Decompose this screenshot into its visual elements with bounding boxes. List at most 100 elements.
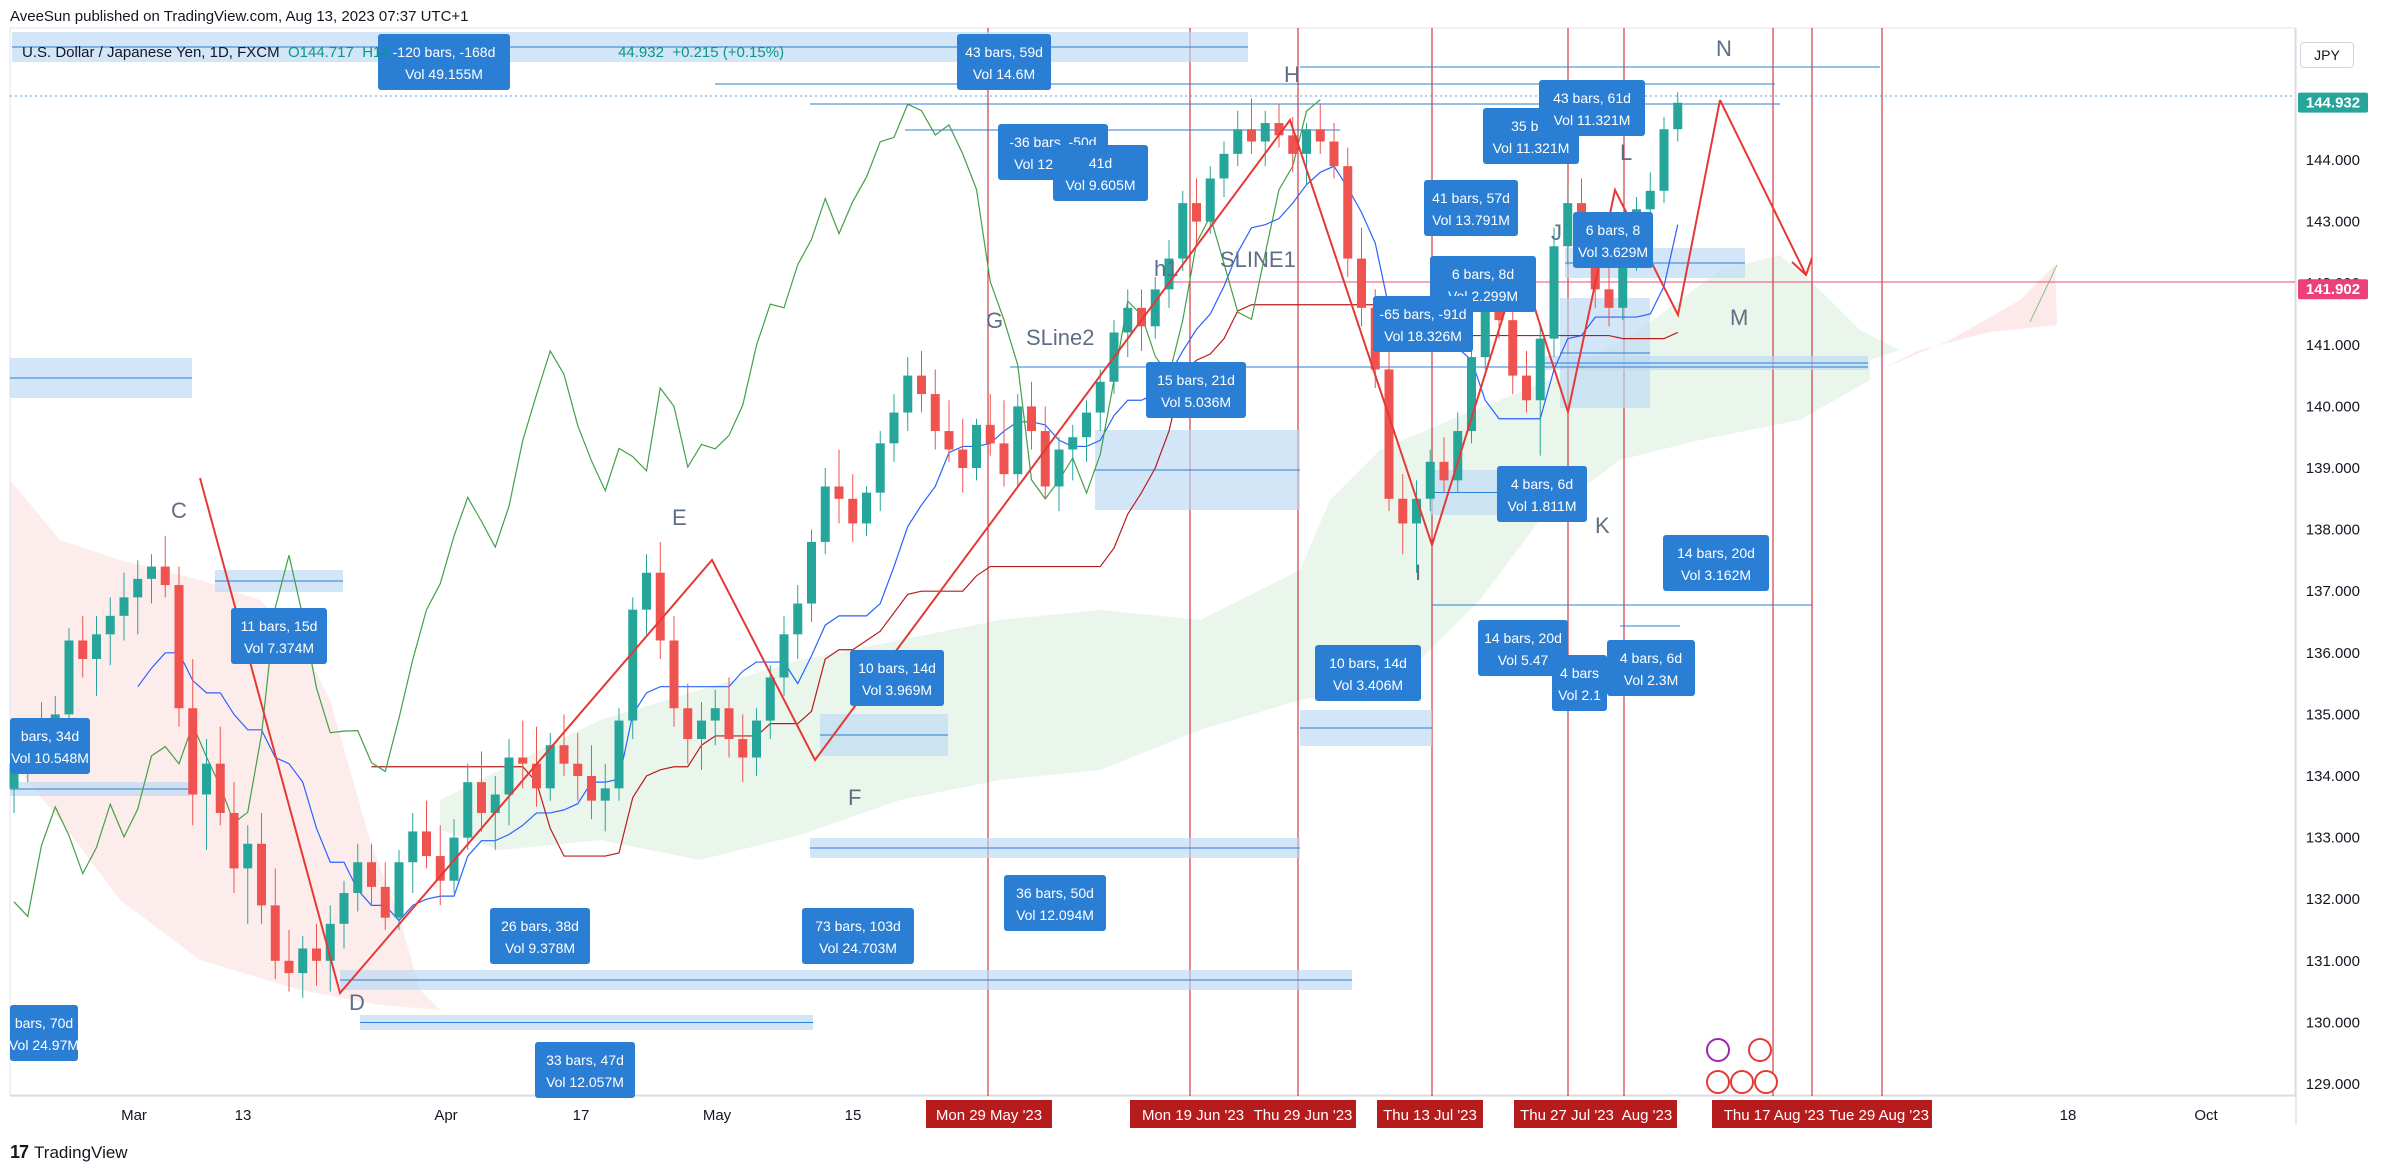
measure-box-line1: 26 bars, 38d <box>501 918 579 934</box>
candle-body <box>1013 406 1023 475</box>
measure-box-line2: Vol 9.378M <box>505 940 575 956</box>
measure-box-line2: Vol 7.374M <box>244 640 314 656</box>
candle-body <box>903 375 913 413</box>
measure-box-line1: 33 bars, 47d <box>546 1052 624 1068</box>
candle-body <box>133 578 143 598</box>
symbol-legend[interactable]: U.S. Dollar / Japanese Yen, 1D, FXCM O14… <box>22 44 784 61</box>
measure-box-line2: Vol 13.791M <box>1432 212 1510 228</box>
measure-box-line2: Vol 3.969M <box>862 682 932 698</box>
candle-body <box>367 862 376 887</box>
candle-body <box>1343 166 1353 259</box>
measure-box-line2: Vol 5.47 <box>1498 652 1549 668</box>
price-badge <box>2298 279 2368 300</box>
price-tick-label: 137.000 <box>2306 583 2360 600</box>
candle-body <box>1068 437 1078 450</box>
wave-projection <box>1719 99 1807 276</box>
candle-body <box>944 431 954 450</box>
candle-body <box>1412 498 1421 524</box>
footer: 17 TradingView <box>10 1142 128 1163</box>
candle-body <box>463 782 473 838</box>
measure-box <box>1663 535 1769 591</box>
price-badge-label: 144.932 <box>2306 95 2360 112</box>
candle-body <box>339 893 349 924</box>
candle-body <box>985 424 995 444</box>
candle-body <box>257 843 266 906</box>
measure-box <box>1478 620 1568 676</box>
candle-body <box>270 905 280 961</box>
measure-box-line2: Vol 9.605M <box>1065 177 1135 193</box>
candle-body <box>545 745 555 789</box>
candle-body <box>1164 258 1174 290</box>
candle-body <box>683 708 693 740</box>
candle-body <box>862 492 871 524</box>
candle-body <box>78 640 88 659</box>
ohlc-change: +0.215 (+0.15%) <box>672 44 785 61</box>
candle-body <box>1425 461 1435 499</box>
candle-body <box>1618 258 1628 308</box>
date-badge-label: Thu 29 Jun '23 <box>1254 1107 1353 1124</box>
candle-body <box>298 948 308 974</box>
wave-label: M <box>1730 305 1748 330</box>
candle-body <box>779 634 789 678</box>
candle-body <box>793 603 803 635</box>
time-tick-label: 17 <box>573 1107 590 1124</box>
wave-label: C <box>171 498 187 523</box>
price-tick-label: 138.000 <box>2306 522 2360 539</box>
measure-box-line2: Vol 12.094M <box>1016 907 1094 923</box>
candle-body <box>1480 289 1490 358</box>
candle-body <box>628 609 638 721</box>
candle-body <box>765 677 775 721</box>
currency-button[interactable]: JPY <box>2300 42 2354 68</box>
time-tick-label: 15 <box>845 1107 862 1124</box>
date-badge <box>1617 1100 1677 1128</box>
candle-body <box>1522 375 1531 401</box>
candle-body <box>325 923 335 961</box>
candle-body <box>160 566 170 586</box>
wave-label: E <box>672 505 687 530</box>
date-badge <box>1826 1100 1932 1128</box>
price-badge-label: 141.902 <box>2306 281 2360 298</box>
measure-box-line1: 43 bars, 61d <box>1553 90 1631 106</box>
candle-body <box>490 794 500 813</box>
candle-body <box>1439 461 1449 481</box>
candle-body <box>1205 178 1215 222</box>
measure-box <box>1424 180 1518 236</box>
time-axis[interactable]: Mar 13 Apr 17 May 15 18 Oct Mon 29 May '23 Mon 19… <box>121 1038 2218 1128</box>
measure-box <box>1552 655 1607 711</box>
candle-body <box>559 745 569 764</box>
candle-body <box>1673 102 1683 130</box>
candle-body <box>147 566 156 579</box>
candle-body <box>834 486 844 499</box>
candle-body <box>1219 153 1229 179</box>
candle-body <box>174 585 184 709</box>
candle-body <box>972 424 981 468</box>
measure-box-line2: Vol 1.811M <box>1507 498 1576 514</box>
candle-body <box>614 720 624 789</box>
measure-box <box>378 34 510 90</box>
candle-body <box>807 541 816 604</box>
candle-body <box>202 763 211 795</box>
measure-box-line1: 4 bars, 6d <box>1620 650 1682 666</box>
candle-body <box>1233 129 1243 154</box>
measure-box <box>850 650 944 706</box>
time-tick-label: Mar <box>121 1107 147 1124</box>
candle-body <box>710 708 720 721</box>
candle-body <box>353 862 363 894</box>
candle-body <box>600 788 610 801</box>
measure-box-line2: Vol 24.97M <box>9 1037 79 1053</box>
economic-event-icon <box>1730 1070 1754 1094</box>
measure-boxes: -120 bars, -168d Vol 49.155M 43 bars, 59d V… <box>9 34 1769 1098</box>
wave-label: h1 <box>1154 256 1178 281</box>
measure-box-line1: -65 bars, -91d <box>1379 306 1466 322</box>
candle-body <box>243 843 253 869</box>
measure-box-line2: Vol 49.155M <box>405 66 483 82</box>
date-badge <box>1130 1100 1256 1128</box>
candle-body <box>1288 135 1298 154</box>
price-axis[interactable]: 129.000 130.000 131.000 132.000 133.000 134.0… <box>2298 92 2368 1093</box>
measure-box-line1: 10 bars, 14d <box>1329 655 1407 671</box>
date-badge-label: Mon 29 May '23 <box>936 1107 1042 1124</box>
wave-label: F <box>848 785 861 810</box>
candle-body <box>752 720 761 758</box>
candle-body <box>1040 431 1050 487</box>
